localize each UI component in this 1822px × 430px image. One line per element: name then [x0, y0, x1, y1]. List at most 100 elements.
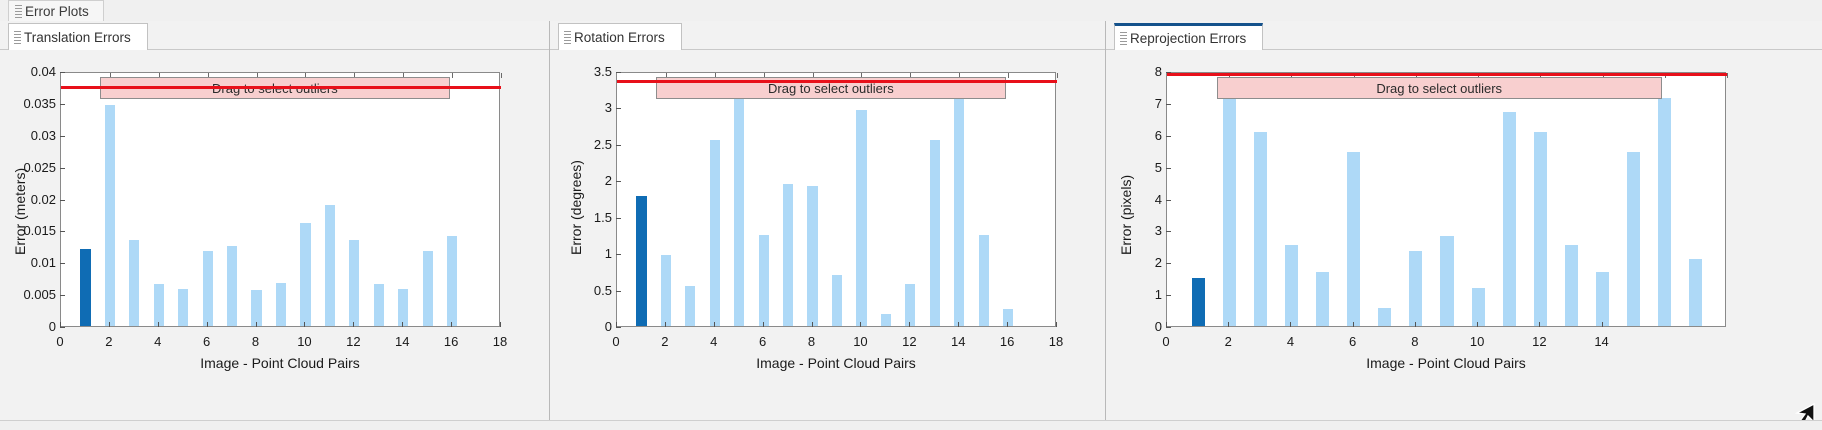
panel-1-tabrow: Translation Errors [0, 21, 550, 50]
bar[interactable] [1627, 152, 1641, 326]
y-tick-mark [60, 327, 65, 328]
bar[interactable] [856, 110, 867, 326]
x-tick-mark [1601, 322, 1603, 327]
bar[interactable] [660, 254, 672, 326]
bar[interactable] [1222, 91, 1236, 326]
tab-error-plots[interactable]: Error Plots [8, 0, 104, 21]
y-tick-mark [616, 327, 621, 328]
bar[interactable] [1658, 98, 1672, 326]
plot-area[interactable]: Drag to select outliers [1166, 72, 1728, 327]
bar[interactable] [153, 283, 164, 326]
bar[interactable] [129, 239, 140, 326]
bar[interactable] [880, 313, 892, 326]
x-tick-label: 6 [759, 334, 767, 349]
bar[interactable] [1471, 288, 1485, 326]
bar[interactable] [349, 239, 360, 326]
bar[interactable] [758, 234, 769, 326]
plot-area[interactable]: Drag to select outliers [616, 72, 1058, 327]
bar[interactable] [1533, 132, 1547, 326]
bar[interactable] [685, 285, 696, 326]
top-axis-tick [959, 73, 961, 78]
tab-reprojection-errors[interactable]: Reprojection Errors [1114, 23, 1264, 50]
y-tick-label: 0.03 [30, 127, 56, 143]
y-tick-label: 0.005 [23, 287, 56, 303]
drag-grip-icon [15, 4, 22, 18]
y-tick-label: 6 [1154, 127, 1162, 143]
bar[interactable] [1440, 235, 1454, 326]
bar[interactable] [251, 290, 262, 326]
bar[interactable] [398, 289, 409, 326]
bar[interactable] [1502, 111, 1516, 326]
outlier-threshold-line[interactable] [617, 79, 1057, 83]
bar[interactable] [1689, 259, 1703, 326]
bar[interactable] [178, 289, 189, 326]
tab-translation-errors-label: Translation Errors [24, 29, 131, 45]
top-axis-tick [305, 73, 307, 78]
y-tick-mark [60, 199, 65, 201]
bar[interactable] [1002, 308, 1014, 326]
bar[interactable] [954, 90, 965, 326]
bar[interactable] [1316, 272, 1330, 326]
y-tick-mark [60, 103, 65, 105]
bar-selected[interactable] [636, 195, 647, 326]
tab-translation-errors[interactable]: Translation Errors [8, 23, 148, 50]
y-tick-mark [616, 72, 621, 73]
y-axis-label: Error (meters) [12, 167, 28, 255]
bar[interactable] [226, 245, 238, 326]
outlier-threshold-line[interactable] [1167, 73, 1727, 76]
x-tick-label: 16 [443, 334, 459, 349]
y-tick-mark [1166, 295, 1171, 297]
bar-selected[interactable] [80, 248, 91, 326]
bar[interactable] [202, 251, 213, 326]
bar[interactable] [1596, 272, 1610, 326]
top-axis-tick [665, 73, 667, 78]
bar[interactable] [929, 139, 940, 326]
bar[interactable] [807, 186, 818, 326]
bar-selected[interactable] [1191, 278, 1205, 326]
x-tick-mark [1228, 322, 1230, 327]
bar[interactable] [1564, 244, 1578, 326]
bar[interactable] [1409, 251, 1423, 326]
bar[interactable] [275, 282, 287, 326]
y-tick-label: 2.5 [593, 136, 612, 152]
y-tick-mark [616, 181, 621, 183]
panel-1-tab-underline [0, 49, 550, 50]
chart-rotation-errors[interactable]: Drag to select outliers Error (degrees) 0 0… [550, 50, 1106, 430]
bar[interactable] [1347, 152, 1361, 326]
bar[interactable] [104, 104, 116, 326]
plot-area[interactable]: Drag to select outliers [60, 72, 502, 327]
bar[interactable] [1284, 244, 1298, 326]
bar[interactable] [1253, 132, 1267, 326]
y-tick-mark [616, 254, 621, 256]
x-tick-mark [353, 322, 355, 327]
tab-rotation-errors[interactable]: Rotation Errors [558, 23, 682, 50]
bar[interactable] [905, 284, 916, 326]
y-tick-mark [1166, 263, 1171, 265]
chart-translation-errors[interactable]: Drag to select outliers Error (meters) 0 0.… [0, 50, 550, 430]
x-tick-mark [762, 322, 764, 327]
bar[interactable] [978, 234, 989, 326]
bar[interactable] [422, 251, 433, 326]
bar[interactable] [1378, 308, 1392, 326]
x-tick-label: 8 [1411, 334, 1419, 349]
chart-reprojection-errors[interactable]: Drag to select outliers Error (pixels) 0 1 2… [1106, 50, 1822, 430]
bar[interactable] [373, 283, 384, 326]
y-tick-label: 0.04 [30, 64, 56, 79]
x-tick-label: 8 [251, 334, 260, 349]
bar[interactable] [324, 204, 336, 326]
x-tick-label: 12 [1532, 334, 1547, 349]
bar[interactable] [782, 183, 794, 326]
panel-translation-errors: Translation Errors Drag to select outlie… [0, 21, 550, 430]
outlier-threshold-line[interactable] [61, 85, 501, 89]
y-tick-label: 7 [1154, 95, 1162, 111]
bar[interactable] [831, 275, 843, 326]
bar[interactable] [300, 223, 311, 326]
x-tick-label: 0 [612, 334, 620, 349]
x-tick-label: 16 [999, 334, 1015, 349]
bar[interactable] [709, 139, 720, 326]
bar[interactable] [446, 236, 458, 326]
y-axis-label: Error (pixels) [1118, 174, 1134, 255]
outlier-selection-band[interactable]: Drag to select outliers [1216, 77, 1662, 99]
y-tick-mark [616, 144, 621, 146]
bar[interactable] [734, 90, 745, 326]
